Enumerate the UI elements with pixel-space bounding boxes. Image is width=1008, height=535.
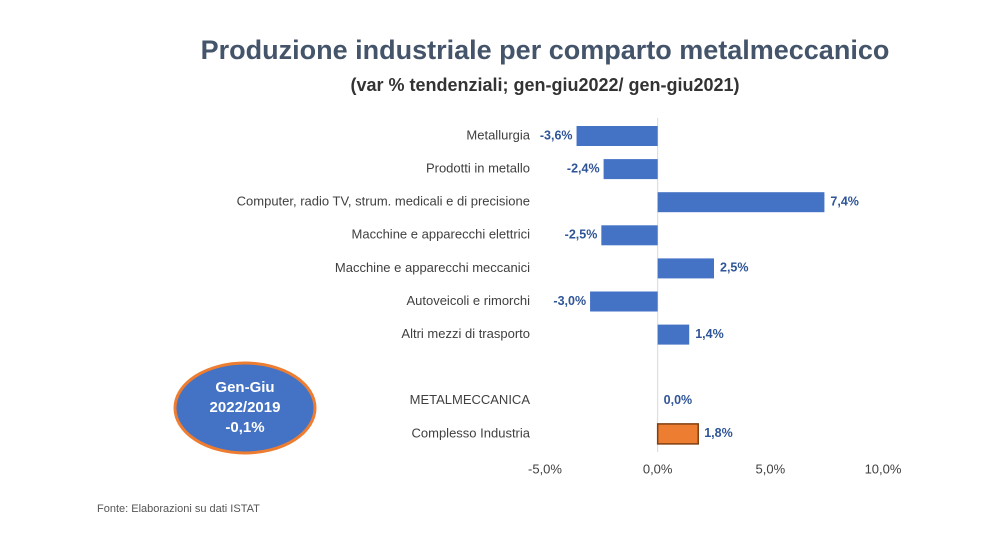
bar xyxy=(603,159,658,180)
value-label: -3,6% xyxy=(540,128,573,142)
value-label: 2,5% xyxy=(720,261,749,275)
annotation-text: -0,1% xyxy=(225,419,264,436)
y-tick-label: METALMECCANICA xyxy=(410,392,531,407)
annotation-bubble xyxy=(173,361,317,455)
x-tick-label: 10,0% xyxy=(865,461,902,476)
bar xyxy=(657,324,690,345)
bar xyxy=(656,423,699,445)
value-label: -3,0% xyxy=(553,294,586,308)
annotation-text: 2022/2019 xyxy=(210,399,281,416)
y-tick-label: Computer, radio TV, strum. medicali e di… xyxy=(237,194,530,209)
y-tick-label: Macchine e apparecchi elettrici xyxy=(352,227,531,242)
bar xyxy=(657,258,714,279)
value-label: 1,8% xyxy=(704,426,733,440)
bar xyxy=(657,192,825,213)
y-tick-label: Autoveicoli e rimorchi xyxy=(406,293,530,308)
chart-title: Produzione industriale per comparto meta… xyxy=(201,35,890,65)
y-tick-label: Complesso Industria xyxy=(412,425,531,440)
y-tick-label: Altri mezzi di trasporto xyxy=(401,326,530,341)
x-tick-label: -5,0% xyxy=(528,461,562,476)
source-note: Fonte: Elaborazioni su dati ISTAT xyxy=(97,503,260,515)
y-tick-label: Macchine e apparecchi meccanici xyxy=(335,260,530,275)
value-label: 1,4% xyxy=(695,327,724,341)
value-label: 0,0% xyxy=(664,393,693,407)
value-label: 7,4% xyxy=(830,194,859,208)
y-tick-label: Metallurgia xyxy=(466,127,530,142)
value-label: -2,5% xyxy=(565,228,598,242)
x-tick-label: 0,0% xyxy=(643,461,673,476)
bar xyxy=(576,126,658,146)
x-tick-label: 5,0% xyxy=(756,461,786,476)
value-label: -2,4% xyxy=(567,161,600,175)
y-tick-label: Prodotti in metallo xyxy=(426,161,530,176)
bar xyxy=(601,225,658,246)
annotation-text: Gen-Giu xyxy=(215,379,274,396)
chart-subtitle: (var % tendenziali; gen-giu2022/ gen-giu… xyxy=(350,75,739,95)
bar xyxy=(590,291,658,312)
